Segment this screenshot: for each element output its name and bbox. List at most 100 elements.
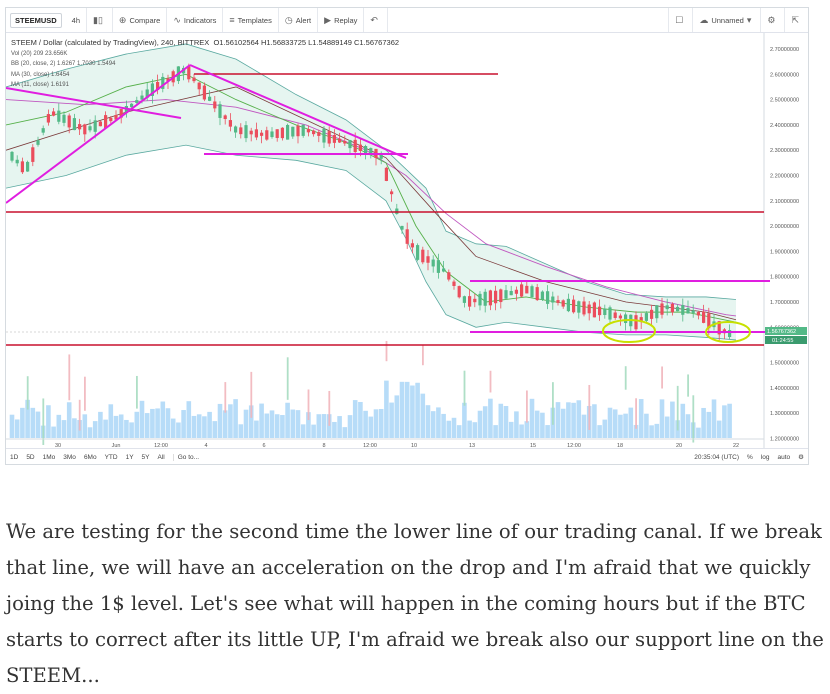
trendline-down	[189, 64, 407, 159]
candle-body	[358, 144, 362, 151]
volume-spike	[692, 395, 695, 443]
indicators-button[interactable]: ∿ Indicators	[167, 8, 224, 32]
volume-spike	[687, 374, 689, 397]
tf-1y[interactable]: 1Y	[125, 453, 134, 461]
candle-body	[353, 139, 357, 153]
compare-button[interactable]: ⊕ Compare	[113, 8, 168, 32]
candle-body	[197, 82, 201, 90]
time-tick-label: 8	[322, 443, 325, 448]
volume-bar	[602, 419, 608, 438]
tf-5d[interactable]: 5D	[26, 453, 35, 461]
candle-body	[587, 304, 591, 314]
chart-type-button[interactable]: ▮▯	[87, 8, 113, 32]
candle-body	[592, 302, 596, 318]
interval-selector[interactable]: 4h	[66, 8, 88, 32]
volume-bar	[545, 425, 550, 438]
volume-spike	[26, 376, 29, 410]
volume-bar	[202, 416, 207, 438]
fullscreen-checkbox[interactable]: ☐	[668, 8, 694, 32]
bottom-right-controls: 20:35:04 (UTC) % log auto ⚙	[690, 453, 808, 462]
price-tick-label: 2.60000000	[770, 72, 799, 78]
volume-bar	[238, 424, 244, 438]
undo-button[interactable]: ↶	[364, 8, 388, 32]
volume-spike	[489, 370, 492, 393]
candle-body	[52, 111, 56, 116]
bb-label: BB (20, close, 2)	[11, 61, 56, 67]
volume-bar	[243, 409, 249, 438]
undo-icon: ↶	[370, 14, 378, 25]
volume-bar	[25, 399, 30, 438]
volume-bar	[144, 413, 150, 438]
gear-icon: ⚙	[767, 14, 776, 25]
templates-button[interactable]: ≡ Templates	[223, 8, 279, 32]
candle-body	[686, 308, 690, 314]
volume-bar	[638, 399, 644, 438]
volume-bar	[269, 410, 275, 438]
expand-button[interactable]: ⇱	[785, 8, 808, 32]
auto-toggle[interactable]: auto	[777, 453, 791, 461]
volume-bar	[488, 398, 493, 438]
volume-bar	[670, 401, 675, 438]
tf-3mo[interactable]: 3Mo	[63, 453, 76, 461]
candle-body	[166, 78, 170, 82]
candle-body	[639, 317, 643, 323]
utc-clock[interactable]: 20:35:04 (UTC)	[694, 453, 740, 461]
candle-body	[228, 120, 232, 127]
candle-body	[400, 225, 404, 230]
candle-body	[561, 300, 565, 307]
symbol-search[interactable]: STEEMUSD	[10, 12, 62, 28]
highlight-ellipse-2	[705, 321, 751, 343]
volume-bar	[701, 407, 706, 438]
indicators-label: Indicators	[183, 15, 217, 25]
tf-5y[interactable]: 5Y	[141, 453, 150, 461]
replay-button[interactable]: ▶ Replay	[318, 8, 365, 32]
candle-body	[379, 153, 383, 159]
candle-body	[478, 293, 482, 306]
percent-toggle[interactable]: %	[747, 453, 753, 461]
volume-bar	[446, 420, 452, 438]
candle-body	[239, 127, 243, 135]
legend-ma1: MA (30, close) 1.6454	[11, 70, 399, 81]
candle-body	[114, 115, 118, 120]
tf-1mo[interactable]: 1Mo	[42, 453, 56, 461]
time-tick-label: 13	[469, 443, 475, 448]
volume-bar	[129, 422, 134, 438]
volume-bar	[654, 423, 660, 438]
candle-body	[452, 281, 456, 286]
time-tick-label: 6	[262, 443, 265, 448]
volume-bar	[576, 400, 582, 438]
goto-button[interactable]: Go to...	[172, 453, 203, 461]
volume-bar	[711, 399, 717, 438]
candle-body	[72, 118, 76, 131]
volume-bar	[207, 411, 212, 438]
interval-label: 4h	[71, 15, 81, 25]
tf-ytd[interactable]: YTD	[104, 453, 118, 461]
volume-bar	[607, 407, 613, 438]
settings-button[interactable]: ⚙	[761, 8, 786, 32]
volume-bar	[581, 414, 587, 438]
candle-body	[416, 245, 420, 260]
volume-bar	[649, 425, 654, 438]
price-tick-label: 1.80000000	[770, 275, 799, 281]
chart-settings-icon[interactable]: ⚙	[798, 454, 804, 461]
candle-body	[426, 256, 430, 263]
time-tick-label: 15	[530, 443, 536, 448]
tf-1d[interactable]: 1D	[10, 453, 19, 461]
candle-body	[327, 131, 331, 144]
volume-bar	[295, 410, 301, 438]
countdown-tag	[765, 336, 807, 344]
alert-button[interactable]: ◷ Alert	[279, 8, 319, 32]
candle-body	[322, 128, 326, 143]
candle-body	[494, 290, 498, 304]
tf-all[interactable]: All	[157, 453, 165, 461]
volume-bar	[108, 404, 114, 438]
volume-bar	[664, 416, 670, 438]
price-tick-label: 2.20000000	[770, 174, 799, 180]
tf-6mo[interactable]: 6Mo	[83, 453, 97, 461]
price-chart[interactable]: 2.70000000 2.60000000 2.50000000 2.40000000…	[6, 33, 808, 448]
volume-bar	[233, 399, 238, 438]
volume-bar	[436, 407, 441, 438]
log-toggle[interactable]: log	[760, 453, 770, 461]
volume-bar	[160, 401, 166, 438]
layout-menu[interactable]: ☁ Unnamed ▾	[693, 8, 762, 32]
